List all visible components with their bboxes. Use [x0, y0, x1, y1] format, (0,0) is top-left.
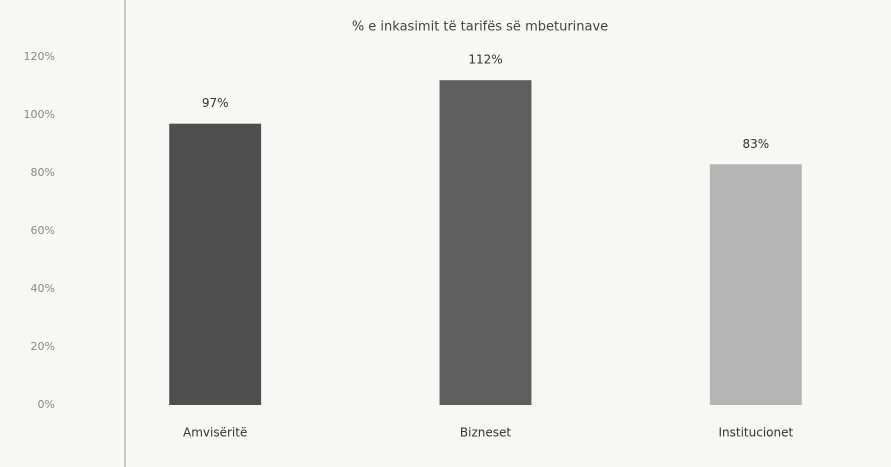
- data-label: 97%: [202, 96, 229, 110]
- bar: [169, 123, 262, 405]
- y-tick-label: 80%: [31, 166, 55, 179]
- x-tick-label: Institucionet: [718, 426, 793, 440]
- bar: [439, 80, 532, 405]
- y-tick-label: 40%: [31, 282, 55, 295]
- data-label: 83%: [742, 137, 769, 151]
- y-tick-label: 0%: [38, 398, 55, 411]
- data-label: 112%: [468, 53, 502, 67]
- x-tick-label: Bizneset: [460, 426, 511, 440]
- chart-title: % e inkasimit të tarifës së mbeturinave: [352, 20, 608, 35]
- x-tick-label: Amvisëritë: [183, 426, 247, 440]
- y-tick-label: 120%: [24, 50, 55, 63]
- bar: [709, 164, 802, 405]
- y-tick-label: 100%: [24, 108, 55, 121]
- y-tick-label: 60%: [31, 224, 55, 237]
- y-tick-label: 20%: [31, 340, 55, 353]
